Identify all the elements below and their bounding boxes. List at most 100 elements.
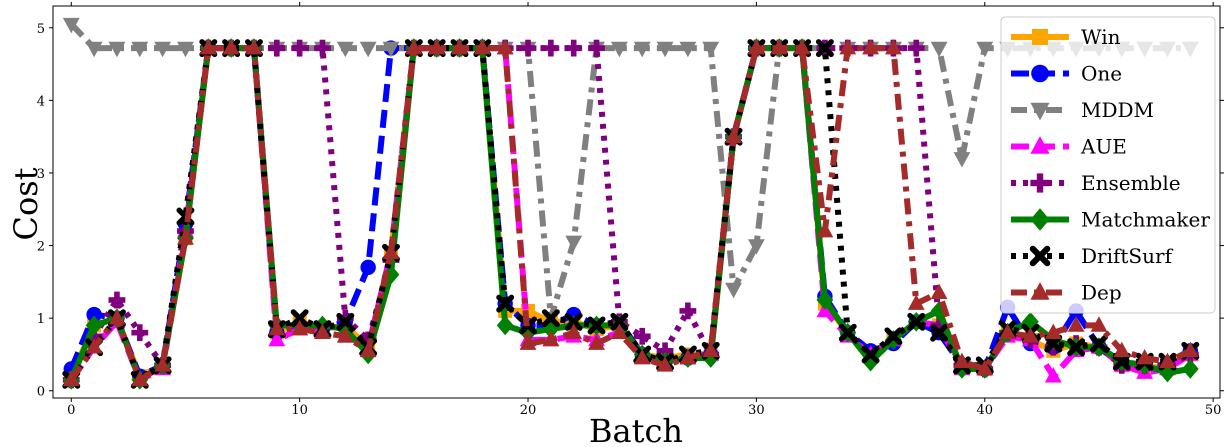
legend-label: DriftSurf (1081, 244, 1174, 268)
data-point (268, 319, 286, 336)
data-point (1159, 352, 1176, 369)
data-point (862, 39, 879, 55)
data-point (610, 323, 628, 339)
ticks-layer: 0 10 20 30 40 50 0 1 2 3 4 5 (37, 2, 1224, 418)
data-point (496, 294, 515, 313)
legend-label: Matchmaker (1081, 208, 1210, 232)
data-point (633, 41, 651, 58)
data-point (382, 41, 400, 58)
data-point (907, 312, 926, 331)
data-point (976, 41, 994, 58)
data-point (930, 41, 948, 58)
data-point (884, 327, 903, 346)
data-point (519, 334, 537, 350)
data-point (496, 39, 514, 55)
data-point (838, 323, 857, 342)
legend-box (1000, 16, 1216, 314)
data-point (793, 39, 811, 55)
data-point (588, 334, 605, 350)
x-tick-label: 50 (1205, 403, 1222, 418)
data-point (268, 39, 286, 57)
y-tick-label: 0 (37, 385, 45, 400)
x-tick-label: 20 (520, 403, 537, 418)
data-point (1022, 327, 1039, 343)
data-point (656, 342, 674, 360)
y-tick-label: 1 (37, 312, 45, 327)
data-point (336, 312, 355, 331)
legend-marker (1030, 208, 1050, 231)
data-point (154, 41, 172, 58)
data-point (177, 41, 194, 58)
x-tick-label: 40 (976, 403, 993, 418)
data-point (679, 302, 697, 320)
x-tick-label: 30 (748, 403, 765, 418)
data-point (656, 41, 674, 58)
data-point (747, 239, 765, 255)
legend-marker (1031, 64, 1049, 83)
x-tick-label: 10 (291, 403, 308, 418)
data-point (291, 319, 309, 336)
data-point (1067, 316, 1085, 332)
data-point (565, 323, 583, 339)
legend-label: One (1081, 62, 1122, 86)
data-point (702, 341, 720, 358)
data-point (633, 327, 651, 345)
data-point (199, 39, 217, 55)
data-point (86, 306, 102, 323)
data-point (907, 39, 925, 57)
y-tick-label: 4 (37, 94, 45, 109)
data-point (62, 17, 80, 34)
data-point (725, 127, 742, 143)
data-point (542, 39, 560, 57)
data-point (62, 370, 80, 387)
y-tick-label: 5 (37, 22, 45, 37)
data-point (108, 41, 126, 58)
data-point (953, 352, 971, 369)
legend-label: Win (1081, 25, 1121, 49)
data-point (1113, 341, 1131, 358)
data-point (1044, 367, 1062, 383)
data-point (314, 323, 331, 339)
data-point (451, 39, 468, 55)
series-line-dep (68, 45, 1192, 383)
series-layer (62, 17, 1200, 390)
data-point (1090, 334, 1108, 353)
data-point (314, 39, 331, 57)
data-point (496, 315, 514, 336)
legend-item-ensemble: Ensemble (1011, 171, 1181, 195)
data-point (816, 290, 834, 310)
data-point (382, 243, 400, 260)
legend-item-aue: AUE (1011, 135, 1127, 159)
data-point (336, 41, 354, 58)
data-point (907, 294, 925, 310)
legend-item-mddm: MDDM (1011, 98, 1154, 122)
data-point (1181, 359, 1199, 379)
legend-item-dep: Dep (1011, 281, 1122, 305)
data-point (359, 41, 377, 58)
x-axis-label: Batch (589, 412, 683, 447)
data-point (359, 341, 377, 358)
legend-label: AUE (1080, 135, 1127, 159)
data-point (541, 309, 560, 328)
legend-label: Ensemble (1081, 171, 1181, 195)
legend: Win One MDDM AUE Ensemble Matchmaker DriftSurf… (1000, 16, 1216, 314)
data-point (930, 283, 948, 300)
data-point (268, 330, 286, 347)
data-point (564, 312, 583, 331)
data-point (85, 338, 103, 354)
legend-marker (1029, 245, 1051, 267)
data-point (360, 259, 376, 276)
data-point (1136, 348, 1154, 365)
data-point (656, 356, 674, 372)
data-point (976, 359, 994, 376)
data-point (610, 41, 628, 58)
data-point (633, 348, 651, 365)
y-tick-label: 3 (37, 167, 45, 182)
data-point (85, 41, 103, 58)
data-point (336, 327, 354, 343)
data-point (610, 312, 629, 331)
data-point (154, 356, 172, 372)
data-point (588, 39, 605, 57)
legend-marker (1030, 136, 1050, 154)
data-point (953, 152, 971, 168)
